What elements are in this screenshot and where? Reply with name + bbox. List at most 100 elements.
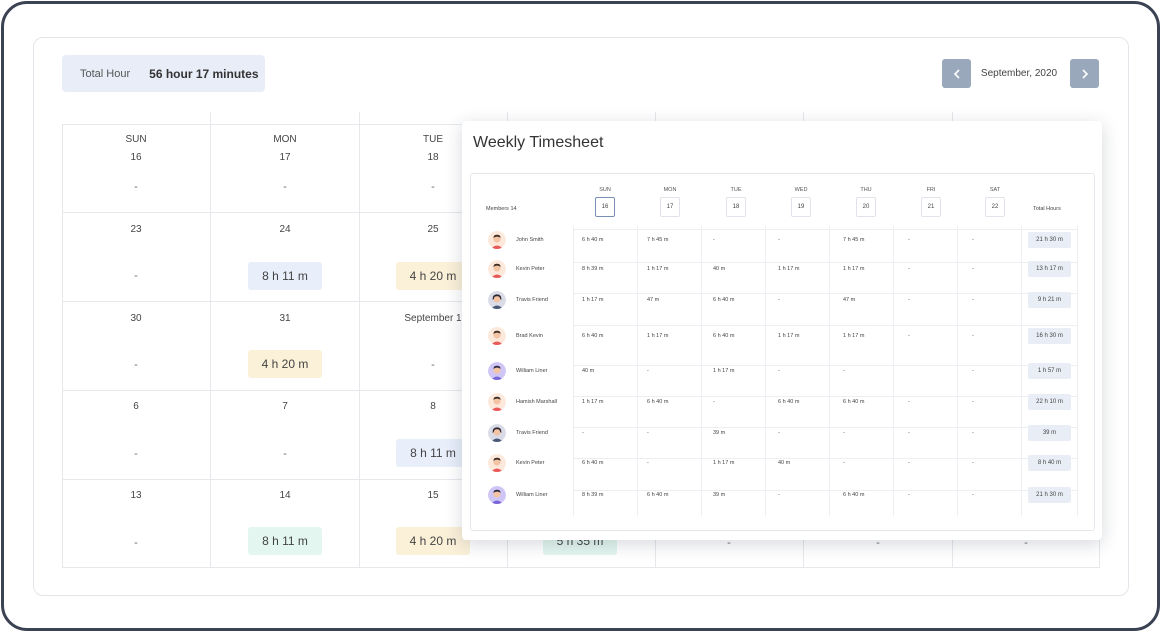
timesheet-column-divider — [573, 226, 574, 516]
timesheet-hours-cell: - — [972, 297, 974, 303]
timesheet-day-date[interactable]: 16 — [595, 197, 615, 217]
timesheet-hours-cell: 1 h 17 m — [843, 333, 865, 339]
timesheet-hours-cell: 1 h 17 m — [647, 333, 669, 339]
member-name: Brad Kevin — [516, 333, 543, 339]
calendar-value: - — [1024, 537, 1028, 549]
timesheet-hours-cell: - — [908, 237, 910, 243]
calendar-column-divider — [210, 112, 211, 568]
timesheet-hours-cell: 1 h 17 m — [713, 368, 735, 374]
calendar-date: 31 — [279, 313, 291, 324]
current-month-label: September, 2020 — [980, 68, 1058, 79]
timesheet-hours-cell: 6 h 40 m — [713, 333, 735, 339]
calendar-border — [62, 124, 63, 568]
calendar-value: - — [283, 448, 287, 460]
timesheet-hours-cell: - — [972, 460, 974, 466]
calendar-date: 17 — [279, 152, 291, 163]
timesheet-day-name: SUN — [599, 187, 611, 193]
timesheet-row-divider — [573, 229, 1077, 230]
calendar-date: 30 — [130, 313, 142, 324]
timesheet-row-divider — [573, 365, 1077, 366]
calendar-date: 6 — [133, 401, 139, 412]
member-name: John Smith — [516, 237, 544, 243]
timesheet-hours-cell: - — [778, 237, 780, 243]
member-name: Kevin Peter — [516, 460, 545, 466]
timesheet-day-name: WED — [794, 187, 808, 193]
total-hour-box: Total Hour 56 hour 17 minutes — [62, 55, 265, 92]
member-name: William Liner — [516, 368, 548, 374]
timesheet-hours-cell: - — [713, 237, 715, 243]
member-avatar — [488, 231, 506, 249]
calendar-hours-pill[interactable]: 4 h 20 m — [396, 262, 470, 290]
timesheet-row-divider — [573, 293, 1077, 294]
calendar-hours-pill[interactable]: 4 h 20 m — [396, 527, 470, 555]
timesheet-hours-cell: 6 h 40 m — [843, 399, 865, 405]
member-total-badge: 16 h 30 m — [1028, 328, 1071, 344]
calendar-value: - — [876, 537, 880, 549]
calendar-value: - — [134, 448, 138, 460]
calendar-hours-pill[interactable]: 8 h 11 m — [248, 262, 322, 290]
timesheet-hours-cell: - — [972, 333, 974, 339]
calendar-date: 18 — [427, 152, 439, 163]
timesheet-hours-cell: 6 h 40 m — [843, 492, 865, 498]
calendar-value: - — [134, 270, 138, 282]
timesheet-hours-cell: - — [908, 399, 910, 405]
weekly-timesheet-panel: Weekly Timesheet Members 14 Total Hours … — [462, 121, 1102, 540]
calendar-date: 8 — [430, 401, 436, 412]
timesheet-row-divider — [573, 262, 1077, 263]
timesheet-day-date[interactable]: 18 — [726, 197, 746, 217]
timesheet-hours-cell: 8 h 39 m — [582, 492, 604, 498]
chevron-right-icon — [1081, 68, 1088, 79]
timesheet-day-name: TUE — [730, 187, 742, 193]
timesheet-hours-cell: - — [778, 430, 780, 436]
member-name: Travis Friend — [516, 297, 548, 303]
timesheet-hours-cell: - — [972, 237, 974, 243]
timesheet-hours-cell: 39 m — [713, 430, 726, 436]
calendar-date: 14 — [279, 490, 291, 501]
timesheet-hours-cell: 8 h 39 m — [582, 266, 604, 272]
calendar-date: 13 — [130, 490, 142, 501]
timesheet-day-name: MON — [663, 187, 677, 193]
timesheet-hours-cell: 1 h 17 m — [582, 399, 604, 405]
member-avatar — [488, 454, 506, 472]
timesheet-row-divider — [573, 458, 1077, 459]
timesheet-hours-cell: - — [843, 430, 845, 436]
timesheet-column-divider — [1021, 226, 1022, 516]
member-avatar — [488, 291, 506, 309]
calendar-hours-pill[interactable]: 8 h 11 m — [396, 439, 470, 467]
timesheet-day-name: FRI — [926, 187, 936, 193]
timesheet-column-divider — [765, 226, 766, 516]
panel-title: Weekly Timesheet — [473, 134, 604, 151]
member-avatar — [488, 327, 506, 345]
member-avatar — [488, 486, 506, 504]
timesheet-hours-cell: 7 h 45 m — [647, 237, 669, 243]
timesheet-hours-cell: - — [778, 492, 780, 498]
member-total-badge: 21 h 30 m — [1028, 487, 1071, 503]
timesheet-hours-cell: 1 h 17 m — [843, 266, 865, 272]
timesheet-day-date[interactable]: 21 — [921, 197, 941, 217]
calendar-date: 16 — [130, 152, 142, 163]
timesheet-column-divider — [701, 226, 702, 516]
timesheet-hours-cell: - — [972, 492, 974, 498]
timesheet-hours-cell: - — [713, 399, 715, 405]
timesheet-hours-cell: 6 h 40 m — [713, 297, 735, 303]
timesheet-hours-cell: - — [908, 430, 910, 436]
calendar-value: - — [431, 181, 435, 193]
timesheet-day-date[interactable]: 22 — [985, 197, 1005, 217]
prev-month-button[interactable] — [942, 59, 971, 88]
calendar-hours-pill[interactable]: 4 h 20 m — [248, 350, 322, 378]
timesheet-row-divider — [573, 325, 1077, 326]
calendar-value: - — [134, 181, 138, 193]
timesheet-day-name: SAT — [989, 187, 1001, 193]
timesheet-day-name: THU — [860, 187, 872, 193]
calendar-value: - — [727, 537, 731, 549]
timesheet-column-divider — [893, 226, 894, 516]
timesheet-day-date[interactable]: 20 — [856, 197, 876, 217]
calendar-day-name: TUE — [423, 134, 443, 145]
timesheet-hours-cell: - — [972, 430, 974, 436]
timesheet-day-date[interactable]: 17 — [660, 197, 680, 217]
calendar-hours-pill[interactable]: 8 h 11 m — [248, 527, 322, 555]
calendar-day-name: SUN — [125, 134, 147, 145]
timesheet-day-date[interactable]: 19 — [791, 197, 811, 217]
next-month-button[interactable] — [1070, 59, 1099, 88]
calendar-date: 24 — [279, 224, 291, 235]
